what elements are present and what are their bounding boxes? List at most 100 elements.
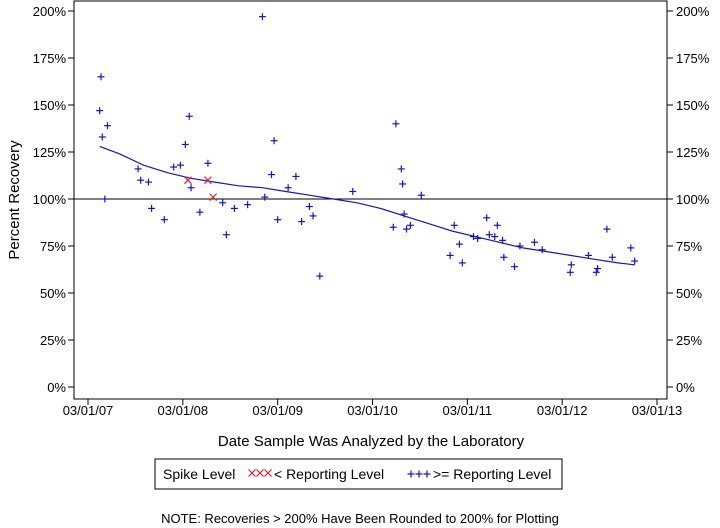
data-point-above <box>298 218 306 226</box>
data-point-above <box>270 137 278 145</box>
x-tick-label: 03/01/11 <box>443 403 493 418</box>
data-point-above <box>631 257 639 265</box>
data-point-above <box>170 163 178 171</box>
data-point-above <box>137 176 145 184</box>
trend-line <box>99 145 635 266</box>
data-point-above <box>483 214 491 222</box>
data-point-above <box>185 112 193 120</box>
data-point-above <box>584 251 592 259</box>
data-point-above <box>98 133 106 141</box>
data-point-above <box>309 212 317 220</box>
data-point-above <box>510 263 518 271</box>
legend-below-marker-x-icon <box>248 469 272 477</box>
data-point-above <box>181 140 189 148</box>
data-point-above <box>499 236 507 244</box>
data-point-above <box>160 216 168 224</box>
data-point-above <box>134 165 142 173</box>
legend-plus-mark <box>423 470 431 478</box>
legend-label-above: >= Reporting Level <box>433 466 551 482</box>
y-tick-label-right: 25% <box>676 333 702 348</box>
data-point-above <box>97 73 105 81</box>
data-point-above <box>222 231 230 239</box>
data-point-above <box>446 251 454 259</box>
points-layer <box>96 13 639 280</box>
data-point-above <box>485 231 493 239</box>
data-point-above <box>103 122 111 130</box>
legend-x-mark <box>264 469 272 477</box>
data-point-above <box>594 265 602 273</box>
y-tick-label-right: 200% <box>676 4 710 19</box>
x-axis-ticks: 03/01/07 03/01/08 03/01/09 03/01/10 03/01/11… <box>63 399 683 418</box>
data-point-above <box>101 195 109 203</box>
data-point-below <box>209 193 218 202</box>
data-point-above <box>392 120 400 128</box>
y-tick-label-left: 200% <box>33 4 67 19</box>
data-point-above <box>603 225 611 233</box>
x-tick-label: 03/01/13 <box>632 403 683 418</box>
y-tick-label-left: 150% <box>33 98 67 113</box>
data-point-below <box>184 176 192 185</box>
data-point-above <box>187 184 195 192</box>
data-point-above <box>148 204 156 212</box>
data-point-above <box>196 208 204 216</box>
data-point-above <box>389 223 397 231</box>
legend-box <box>154 458 563 490</box>
data-point-above <box>516 242 524 250</box>
data-point-above <box>96 107 104 115</box>
y-axis-title: Percent Recovery <box>6 140 23 260</box>
data-point-above <box>261 193 269 201</box>
y-tick-label-left: 0% <box>47 380 66 395</box>
x-tick-label: 03/01/09 <box>252 403 303 418</box>
data-point-above <box>455 240 463 248</box>
data-point-above <box>567 261 575 269</box>
x-tick-label: 03/01/12 <box>537 403 588 418</box>
y-tick-label-left: 25% <box>40 333 66 348</box>
legend-plus-mark <box>415 470 423 478</box>
legend-title: Spike Level <box>163 466 235 482</box>
y-tick-label-right: 50% <box>676 286 702 301</box>
data-point-above <box>458 259 466 267</box>
y-tick-label-right: 100% <box>676 192 710 207</box>
data-point-above <box>403 225 411 233</box>
data-point-above <box>592 268 600 276</box>
y-tick-label-right: 150% <box>676 98 710 113</box>
data-point-above <box>244 201 252 209</box>
data-point-above <box>230 204 238 212</box>
legend-label-below: < Reporting Level <box>274 466 384 482</box>
data-point-above <box>316 272 324 280</box>
data-point-above <box>144 178 152 186</box>
x-axis-title: Date Sample Was Analyzed by the Laborato… <box>218 433 525 450</box>
data-point-above <box>608 253 616 261</box>
y-tick-label-left: 175% <box>33 51 67 66</box>
data-point-above <box>397 165 405 173</box>
data-point-above <box>406 221 414 229</box>
legend-plus-mark <box>407 470 415 478</box>
data-point-above <box>417 191 425 199</box>
data-point-above <box>399 180 407 188</box>
data-point-above <box>491 233 499 241</box>
data-point-above <box>469 233 477 241</box>
legend-above-marker-plus-icon <box>407 470 431 478</box>
plot-note: NOTE: Recoveries > 200% Have Been Rounde… <box>161 511 559 526</box>
data-point-above <box>305 203 313 211</box>
data-point-above <box>219 199 227 207</box>
x-tick-label: 03/01/08 <box>158 403 209 418</box>
y-axis-ticks: 0% 0% 25% 25% 50% 50% 75% 75% 100% 100% 125% 125% 15… <box>33 4 710 395</box>
y-tick-label-left: 100% <box>33 192 67 207</box>
data-point-above <box>204 159 212 167</box>
data-point-above <box>284 184 292 192</box>
data-point-above <box>176 161 184 169</box>
data-point-above <box>474 234 482 242</box>
data-point-above <box>500 253 508 261</box>
data-point-above <box>493 221 501 229</box>
y-tick-label-left: 50% <box>40 286 66 301</box>
data-point-above <box>530 238 538 246</box>
x-tick-label: 03/01/07 <box>63 403 114 418</box>
legend-x-mark <box>256 469 264 477</box>
y-tick-label-left: 125% <box>33 145 67 160</box>
data-point-above <box>627 244 635 252</box>
data-point-above <box>349 187 357 195</box>
y-tick-label-right: 75% <box>676 239 702 254</box>
data-point-above <box>450 221 458 229</box>
